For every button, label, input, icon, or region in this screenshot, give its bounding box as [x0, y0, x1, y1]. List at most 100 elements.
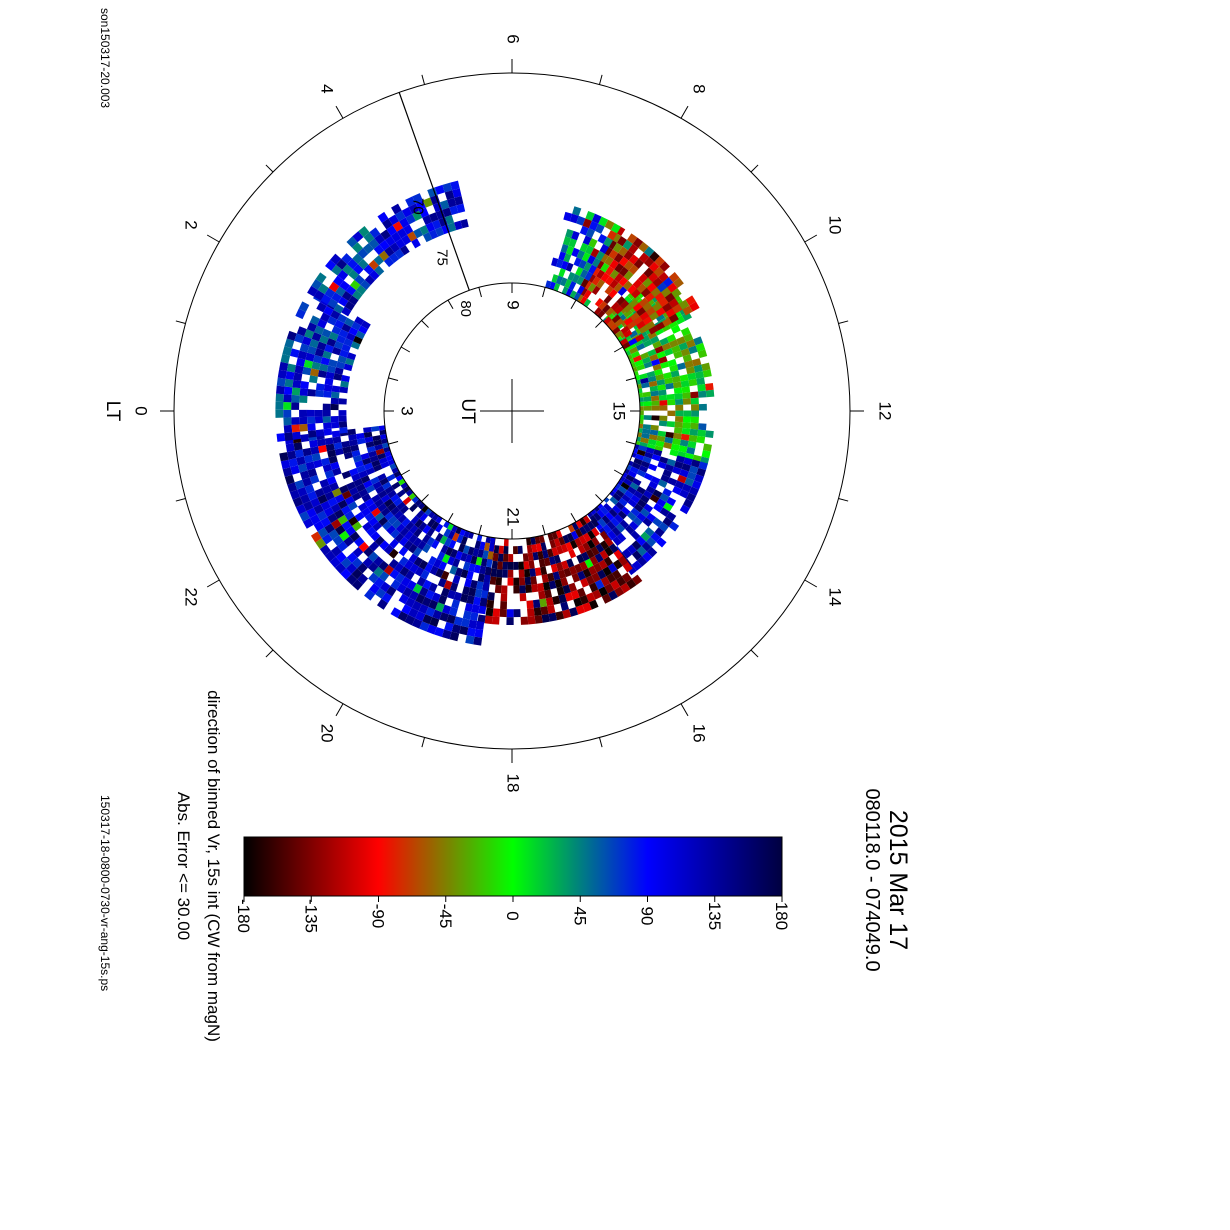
- data-cell: [617, 510, 627, 520]
- data-cell: [355, 483, 366, 493]
- data-cell: [291, 424, 301, 433]
- data-cell: [311, 279, 323, 290]
- lt-tick-label: 8: [690, 84, 709, 93]
- lt-tick: [838, 497, 849, 502]
- data-cell: [681, 428, 691, 435]
- latitude-tick-label: 75: [433, 249, 450, 266]
- data-cell: [669, 364, 679, 373]
- data-cell: [348, 486, 359, 496]
- data-cell: [588, 582, 599, 593]
- data-cell: [456, 203, 466, 214]
- data-cell: [627, 486, 637, 495]
- data-cell: [379, 540, 390, 551]
- data-cell: [422, 232, 433, 243]
- data-cell: [636, 545, 647, 557]
- data-cell: [368, 516, 379, 527]
- data-cell: [647, 348, 657, 357]
- data-cell: [599, 506, 609, 516]
- data-cell: [659, 415, 668, 422]
- data-cell: [470, 579, 478, 589]
- data-cell: [324, 377, 334, 386]
- data-cell: [479, 565, 487, 575]
- data-cell: [588, 264, 597, 275]
- data-cell: [466, 570, 474, 580]
- data-cell: [597, 518, 607, 528]
- data-cell: [575, 266, 584, 277]
- data-cell: [667, 358, 677, 367]
- data-cell: [352, 231, 364, 243]
- data-cell: [320, 457, 331, 467]
- data-cell: [454, 567, 463, 577]
- data-cell: [424, 562, 434, 573]
- data-cell: [315, 429, 325, 437]
- data-cell: [610, 579, 621, 591]
- data-cell: [309, 439, 319, 448]
- data-cell: [373, 556, 384, 567]
- data-cell: [607, 239, 617, 250]
- data-cell: [367, 561, 379, 573]
- data-cell: [302, 447, 312, 457]
- chart-subtitle: 080118.0 - 074049.0: [861, 788, 883, 971]
- data-cell: [640, 377, 649, 384]
- data-cell: [701, 362, 711, 371]
- ut-tick: [542, 287, 546, 298]
- data-cell: [680, 327, 691, 337]
- data-cell: [377, 489, 388, 499]
- data-cell: [356, 284, 367, 295]
- data-cell: [449, 631, 460, 642]
- data-cell: [561, 560, 569, 570]
- data-cell: [666, 496, 677, 507]
- data-cell: [642, 339, 653, 348]
- data-cell: [614, 305, 624, 315]
- data-cell: [602, 566, 612, 577]
- data-cell: [549, 281, 556, 291]
- data-cell: [323, 422, 332, 430]
- data-cell: [315, 389, 324, 398]
- data-cell: [583, 262, 592, 272]
- data-cell: [586, 254, 596, 265]
- data-cell: [673, 350, 683, 359]
- data-cell: [380, 494, 391, 504]
- data-cell: [342, 264, 354, 275]
- data-cell: [623, 329, 633, 338]
- data-cell: [590, 546, 600, 556]
- data-cell: [440, 570, 450, 581]
- data-cell: [363, 232, 375, 244]
- data-cell: [399, 505, 410, 515]
- lt-tick-label: 14: [826, 588, 845, 607]
- data-cell: [357, 258, 369, 270]
- data-cell: [473, 636, 483, 646]
- data-cell: [389, 252, 400, 263]
- data-cell: [552, 571, 561, 581]
- data-cell: [368, 259, 379, 271]
- data-cell: [685, 366, 696, 375]
- data-cell: [422, 543, 431, 554]
- data-cell: [645, 485, 656, 495]
- data-cell: [299, 511, 310, 522]
- data-cell: [414, 566, 425, 577]
- data-cell: [467, 546, 475, 556]
- data-cell: [587, 530, 596, 540]
- data-cell: [289, 489, 301, 500]
- data-cell: [633, 258, 644, 269]
- ut-tick: [447, 299, 454, 310]
- data-cell: [451, 624, 462, 634]
- data-cell: [330, 461, 340, 470]
- data-cell: [611, 569, 622, 580]
- data-cell: [626, 511, 637, 521]
- data-cell: [331, 385, 341, 393]
- data-cell: [506, 617, 514, 626]
- data-cell: [408, 543, 418, 554]
- data-cell: [618, 485, 628, 495]
- data-cell: [311, 361, 321, 371]
- data-cell: [618, 555, 628, 566]
- data-cell: [388, 515, 398, 526]
- data-cell: [609, 259, 619, 270]
- data-cell: [360, 452, 370, 461]
- data-cell: [650, 532, 661, 543]
- ut-tick: [400, 346, 411, 353]
- data-cell: [537, 582, 545, 592]
- data-cell: [650, 424, 659, 431]
- data-cell: [618, 256, 629, 267]
- data-cell: [675, 455, 686, 464]
